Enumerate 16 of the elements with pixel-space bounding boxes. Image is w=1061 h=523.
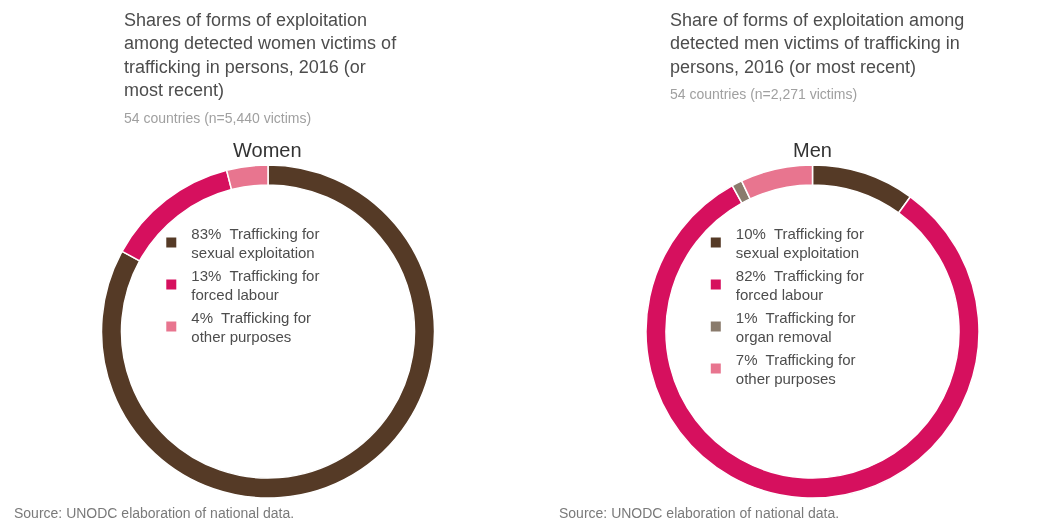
- chart-title: Shares of forms of exploitation among detected women victims of trafficking in persons, 2016 (or most recent): [124, 10, 398, 101]
- source-note: Source: UNODC elaboration of national data.: [14, 505, 295, 521]
- legend-label: 13% Trafficking for forced labour: [191, 266, 320, 304]
- donut-slice: [100, 164, 436, 499]
- text: Women: [233, 139, 302, 161]
- legend-label: 82% Trafficking for forced labour: [735, 266, 864, 304]
- legend-label: 1% Trafficking for organ removal: [735, 308, 856, 346]
- legend-label: 10% Trafficking for sexual exploitation: [735, 224, 864, 262]
- legend-label: 83% Trafficking for sexual exploitation: [191, 224, 320, 262]
- chart-title: Share of forms of exploitation among detected men victims of trafficking in persons, 2016 (or most recent): [670, 10, 965, 77]
- legend-label: 4% Trafficking for other purposes: [191, 308, 312, 346]
- source-note: Source: UNODC elaboration of national data.: [559, 505, 840, 521]
- chart-subtitle: 54 countries (n=5,440 victims): [124, 110, 312, 126]
- chart-subtitle: 54 countries (n=2,271 victims): [670, 86, 858, 102]
- text: Men: [793, 139, 832, 161]
- legend-label: 7% Trafficking for other purposes: [735, 350, 856, 388]
